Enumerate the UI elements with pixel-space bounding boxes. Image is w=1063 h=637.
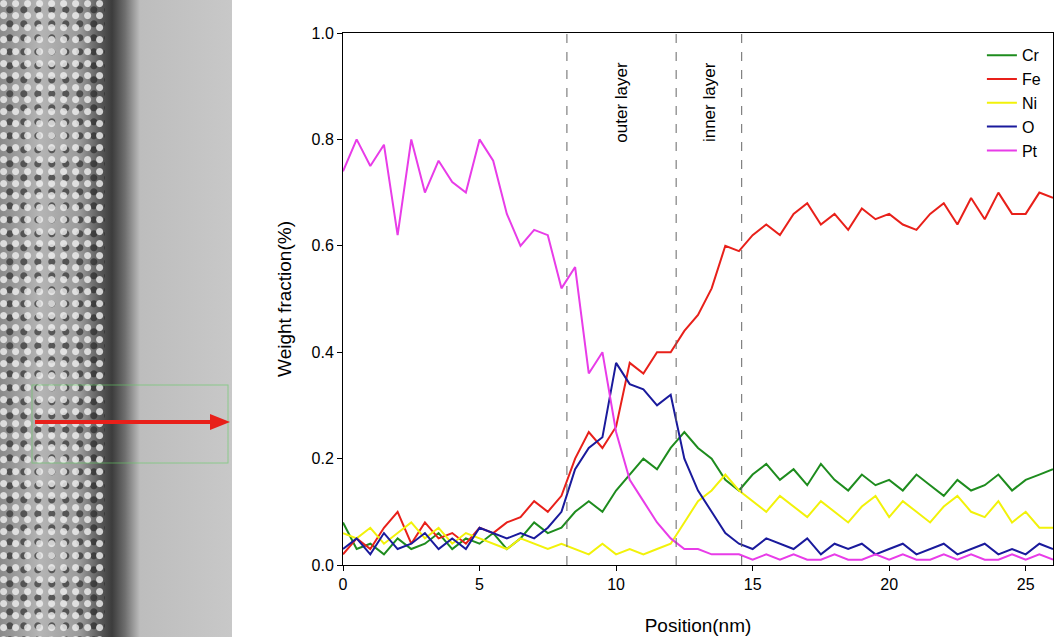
svg-text:inner layer: inner layer [700,62,719,142]
svg-text:Fe: Fe [1022,71,1041,88]
svg-text:O: O [1022,119,1034,136]
svg-text:20: 20 [880,576,898,593]
svg-text:0.4: 0.4 [312,344,334,361]
svg-text:Ni: Ni [1022,95,1037,112]
svg-text:15: 15 [744,576,762,593]
svg-text:1.0: 1.0 [312,25,334,42]
svg-text:Position(nm): Position(nm) [645,615,752,636]
svg-text:0.2: 0.2 [312,450,334,467]
svg-text:Cr: Cr [1022,47,1040,64]
svg-text:0: 0 [339,576,348,593]
svg-text:25: 25 [1017,576,1035,593]
svg-text:0.8: 0.8 [312,131,334,148]
svg-text:outer layer: outer layer [612,62,631,143]
svg-text:0.6: 0.6 [312,237,334,254]
svg-text:10: 10 [607,576,625,593]
svg-text:Weight fraction(%): Weight fraction(%) [274,221,295,377]
svg-text:0.0: 0.0 [312,557,334,574]
svg-text:Pt: Pt [1022,143,1038,160]
svg-text:5: 5 [475,576,484,593]
